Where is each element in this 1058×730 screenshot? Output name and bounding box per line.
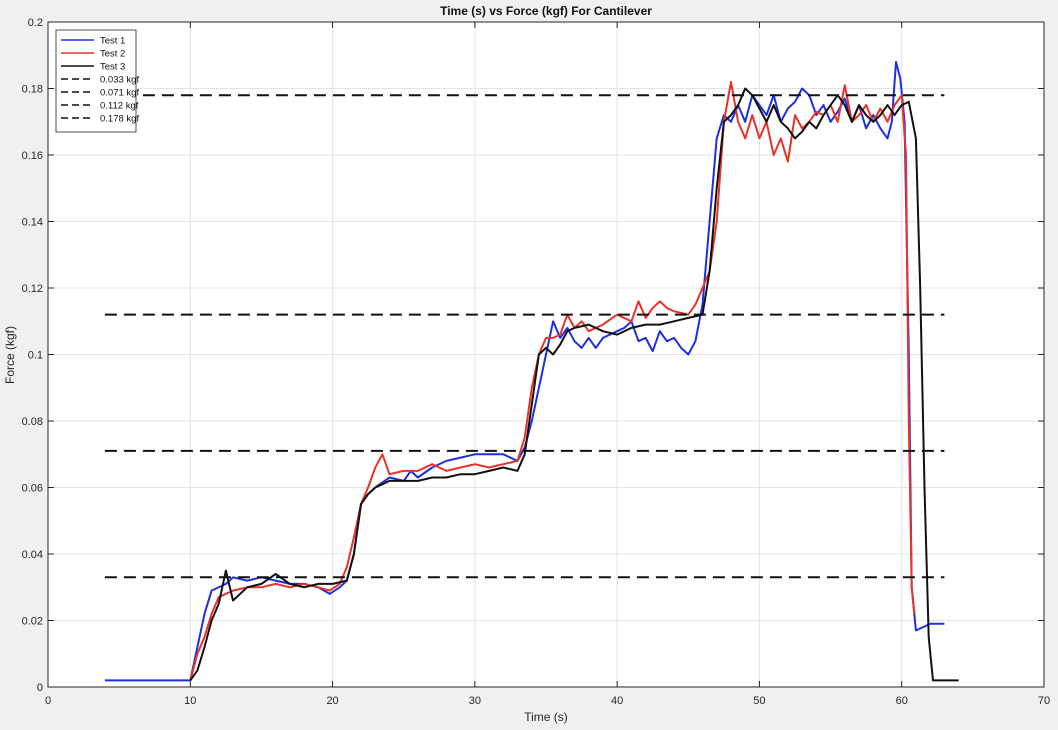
y-tick-label: 0.08 xyxy=(22,416,43,428)
x-tick-label: 10 xyxy=(184,695,196,707)
legend-label: Test 3 xyxy=(100,62,125,73)
y-tick-label: 0.12 xyxy=(22,283,43,295)
axis-ticks xyxy=(47,21,1045,688)
x-tick-label: 30 xyxy=(469,695,481,707)
y-tick-label: 0.2 xyxy=(28,17,43,29)
series-lines xyxy=(104,60,959,682)
legend-label: Test 1 xyxy=(100,36,125,47)
y-tick-label: 0.06 xyxy=(22,483,43,495)
legend-label: 0.033 kgf xyxy=(100,75,139,86)
x-tick-label: 50 xyxy=(753,695,765,707)
y-tick-label: 0.02 xyxy=(22,616,43,628)
y-tick-label: 0.1 xyxy=(28,350,43,362)
y-tick-label: 0.16 xyxy=(22,150,43,162)
legend-label: 0.112 kgf xyxy=(100,101,139,112)
x-tick-label: 20 xyxy=(326,695,338,707)
legend-label: 0.178 kgf xyxy=(100,114,139,125)
x-tick-label: 40 xyxy=(611,695,623,707)
y-tick-label: 0 xyxy=(37,682,43,694)
legend-box xyxy=(55,29,137,133)
x-tick-label: 70 xyxy=(1038,695,1050,707)
x-tick-label: 0 xyxy=(45,695,51,707)
x-tick-label: 60 xyxy=(896,695,908,707)
legend-label: Test 2 xyxy=(100,49,125,60)
legend-entries: Test 1 Test 2 Test 3 0.033 kgf 0.071 kgf 0.11… xyxy=(61,36,139,125)
legend-label: 0.071 kgf xyxy=(100,88,139,99)
y-tick-label: 0.04 xyxy=(22,549,43,561)
y-tick-label: 0.18 xyxy=(22,84,43,96)
chart-title: Time (s) vs Force (kgf) For Cantilever xyxy=(440,4,652,18)
y-tick-label: 0.14 xyxy=(22,217,43,229)
x-axis-label: Time (s) xyxy=(524,710,568,724)
legend: Test 1 Test 2 Test 3 0.033 kgf 0.071 kgf 0.11… xyxy=(55,29,139,133)
tick-labels: 0 10 20 30 40 50 60 70 0 0.02 0.04 0.06 0.08 0.1 0.12 0… xyxy=(22,17,1051,707)
series-line-test-3 xyxy=(189,87,959,682)
y-axis-label: Force (kgf) xyxy=(3,326,17,384)
